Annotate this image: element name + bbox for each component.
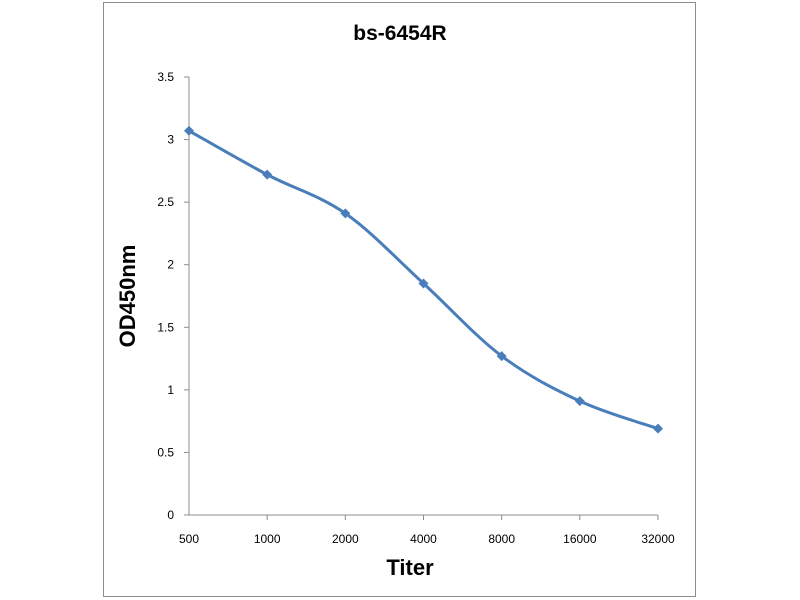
data-point (496, 351, 507, 362)
y-tick-label: 0 (167, 508, 174, 522)
y-tick-label: 3.5 (157, 70, 174, 84)
y-tick-label: 2.5 (157, 195, 174, 209)
data-point (340, 208, 351, 219)
data-point (184, 125, 194, 136)
y-tick-label: 0.5 (157, 445, 174, 459)
series-markers (184, 125, 663, 434)
chart-title: bs-6454R (353, 22, 446, 45)
data-point (418, 278, 429, 289)
y-tick-label: 1.5 (157, 320, 174, 334)
y-tick-label: 1 (167, 383, 174, 397)
x-tick-label: 1000 (254, 532, 281, 546)
x-axis-title: Titer (386, 555, 434, 580)
x-tick-label: 16000 (563, 532, 597, 546)
y-ticks: 0 0.5 1 1.5 2 2.5 3 3.5 (157, 70, 189, 522)
data-point (574, 396, 585, 407)
x-tick-label: 8000 (488, 532, 515, 546)
x-ticks: 500 1000 2000 4000 8000 16000 32000 (179, 515, 675, 546)
y-axis-title: OD450nm (115, 245, 140, 348)
data-point (262, 169, 273, 180)
x-tick-label: 500 (179, 532, 199, 546)
x-tick-label: 4000 (410, 532, 437, 546)
y-tick-label: 3 (167, 133, 174, 147)
y-tick-label: 2 (167, 258, 174, 272)
chart-frame (103, 2, 696, 597)
x-tick-label: 32000 (641, 532, 675, 546)
data-point (653, 423, 663, 434)
x-tick-label: 2000 (332, 532, 359, 546)
